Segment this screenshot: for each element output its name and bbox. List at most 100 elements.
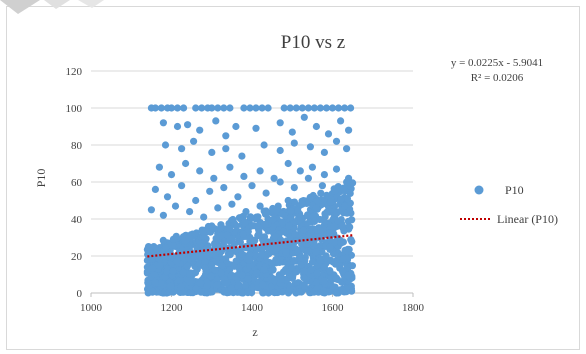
data-point <box>172 232 180 240</box>
data-point <box>320 217 328 225</box>
data-point <box>341 104 349 112</box>
data-point <box>332 289 340 297</box>
y-axis-label: P10 <box>34 169 48 188</box>
data-point <box>147 206 155 214</box>
data-point <box>328 104 337 112</box>
data-point <box>256 202 264 210</box>
chart-title: P10 vs z <box>281 32 345 53</box>
y-tick-label: 60 <box>71 177 83 189</box>
data-point <box>238 250 246 258</box>
data-point <box>149 287 157 296</box>
data-point <box>173 122 182 131</box>
data-point <box>343 178 351 186</box>
data-point <box>168 241 177 249</box>
data-point <box>171 202 180 210</box>
data-point <box>334 104 343 112</box>
data-point <box>239 230 247 238</box>
y-tick-label: 40 <box>71 214 83 226</box>
data-point <box>161 141 170 149</box>
data-point <box>341 187 349 195</box>
data-point <box>290 184 298 192</box>
data-point <box>157 104 165 112</box>
data-point <box>322 104 331 112</box>
data-point <box>286 285 294 293</box>
data-point <box>198 104 206 112</box>
legend-marker-p10 <box>474 185 484 195</box>
data-point <box>279 210 287 218</box>
data-point <box>159 119 167 127</box>
data-point <box>320 263 328 271</box>
data-point <box>310 217 319 225</box>
data-point <box>196 279 205 287</box>
data-point <box>189 254 197 262</box>
data-point <box>284 196 292 205</box>
x-axis-label: z <box>252 325 257 339</box>
data-point <box>199 228 207 236</box>
trend-equation: y = 0.0225x - 5.9041 <box>451 57 543 69</box>
data-point <box>256 167 264 175</box>
data-point <box>234 193 242 201</box>
data-point <box>213 281 221 289</box>
data-point <box>326 243 334 251</box>
data-point <box>269 266 277 274</box>
data-point <box>230 240 239 248</box>
data-point <box>227 284 235 292</box>
data-point <box>320 277 328 285</box>
data-point <box>330 238 338 246</box>
data-point <box>162 244 170 252</box>
data-point <box>259 281 267 289</box>
data-point <box>167 104 176 112</box>
data-point <box>345 126 353 134</box>
data-point <box>227 271 235 280</box>
data-point <box>347 104 355 112</box>
data-point <box>270 174 278 182</box>
data-point <box>282 248 290 256</box>
data-point <box>269 216 277 224</box>
data-point <box>295 217 303 225</box>
data-point <box>235 214 244 222</box>
data-point <box>246 261 254 270</box>
data-point <box>280 104 288 112</box>
data-point <box>312 248 320 256</box>
data-point <box>284 159 292 168</box>
data-point <box>299 226 308 234</box>
data-point <box>285 222 293 230</box>
data-point <box>294 206 302 215</box>
data-point <box>211 251 219 259</box>
data-point <box>159 211 167 219</box>
data-point <box>156 261 164 269</box>
data-point <box>343 209 351 217</box>
data-point <box>277 275 285 283</box>
data-point <box>222 132 230 140</box>
data-point <box>151 185 159 193</box>
y-tick-label: 0 <box>77 288 83 300</box>
r-squared: R² = 0.0206 <box>471 72 524 84</box>
legend: P10 Linear (P10) <box>460 183 558 226</box>
data-point <box>173 257 181 265</box>
data-point <box>192 284 200 293</box>
data-point <box>262 189 270 197</box>
data-point <box>222 145 230 153</box>
data-point <box>217 269 225 277</box>
data-point <box>260 236 269 244</box>
data-point <box>261 210 270 218</box>
data-point <box>308 163 316 171</box>
data-point <box>334 217 342 225</box>
data-point <box>333 209 341 217</box>
data-point <box>181 237 189 245</box>
data-point <box>346 223 354 231</box>
data-point <box>208 148 216 156</box>
y-tick-labels: 0 20 40 60 80 100 120 <box>66 66 83 300</box>
data-point <box>270 243 278 251</box>
y-tick-label: 120 <box>66 66 83 78</box>
data-point <box>207 272 215 280</box>
data-point <box>304 104 312 112</box>
data-point <box>190 137 198 145</box>
data-point <box>212 117 220 125</box>
data-point <box>341 246 349 254</box>
data-point <box>240 172 248 180</box>
data-point <box>264 104 272 112</box>
data-point <box>323 208 331 216</box>
data-point <box>258 104 266 112</box>
